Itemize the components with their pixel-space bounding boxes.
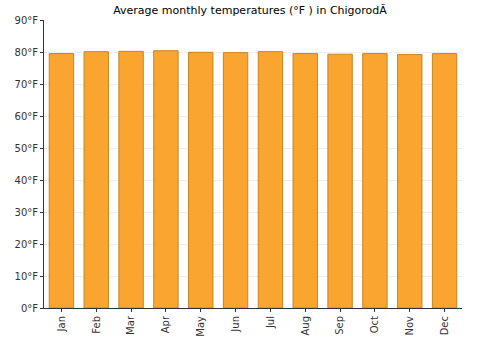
svg-text:10°F: 10°F (15, 271, 39, 282)
svg-text:Feb: Feb (91, 316, 102, 334)
svg-text:70°F: 70°F (15, 79, 39, 90)
svg-text:0°F: 0°F (21, 303, 38, 314)
svg-text:Sep: Sep (334, 316, 345, 335)
svg-text:40°F: 40°F (15, 175, 39, 186)
svg-text:80°F: 80°F (15, 47, 39, 58)
svg-text:Aug: Aug (300, 316, 311, 336)
svg-text:30°F: 30°F (15, 207, 39, 218)
svg-text:Dec: Dec (439, 316, 450, 335)
svg-text:Jan: Jan (56, 316, 67, 332)
svg-text:20°F: 20°F (15, 239, 39, 250)
svg-text:Jun: Jun (230, 316, 241, 333)
svg-text:May: May (195, 316, 206, 337)
svg-text:50°F: 50°F (15, 143, 39, 154)
svg-text:Oct: Oct (369, 316, 380, 333)
svg-text:Apr: Apr (160, 315, 171, 333)
svg-text:90°F: 90°F (15, 15, 39, 26)
svg-text:Nov: Nov (404, 316, 415, 336)
svg-text:Mar: Mar (125, 315, 136, 335)
svg-text:Average monthly temperatures (: Average monthly temperatures (°F ) in Ch… (113, 4, 387, 17)
svg-text:60°F: 60°F (15, 111, 39, 122)
svg-text:Jul: Jul (265, 316, 276, 329)
